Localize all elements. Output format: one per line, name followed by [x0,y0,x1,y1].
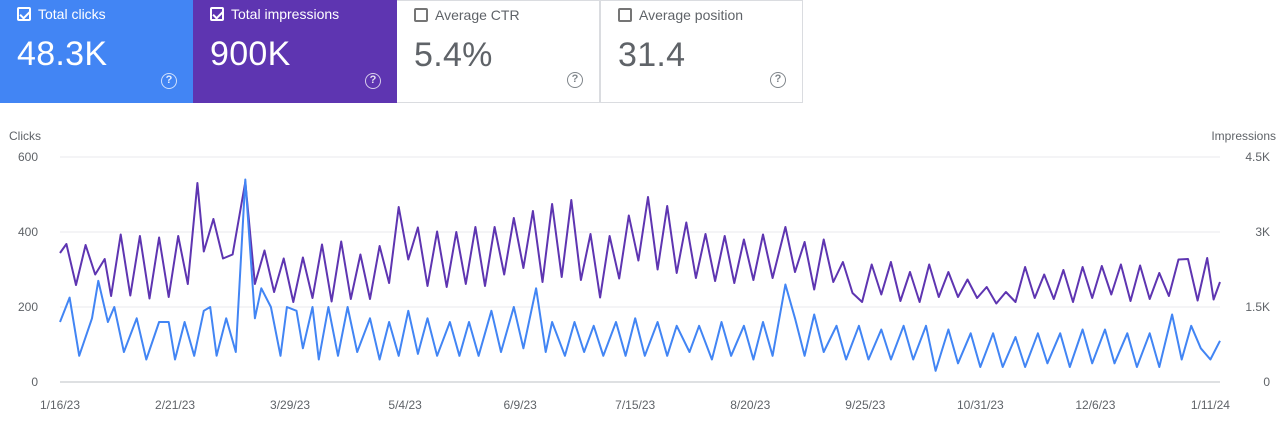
x-tick-label: 10/31/23 [957,398,1004,412]
metric-label: Average CTR [435,7,520,23]
right-tick-label: 3K [1255,225,1270,239]
x-tick-label: 2/21/23 [155,398,195,412]
right-tick-label: 4.5K [1245,150,1270,164]
metric-cards: Total clicks 48.3K ? Total impressions 9… [0,0,803,103]
help-icon[interactable]: ? [161,73,177,89]
x-tick-label: 3/29/23 [270,398,310,412]
left-tick-label: 600 [18,150,38,164]
x-tick-label: 5/4/23 [388,398,422,412]
right-axis-title: Impressions [1211,129,1276,143]
checkbox-unchecked-icon[interactable] [618,8,632,22]
metric-value: 31.4 [618,36,686,74]
help-icon[interactable]: ? [567,72,583,88]
metric-card-average-position[interactable]: Average position 31.4 ? [600,0,803,103]
metric-card-average-ctr[interactable]: Average CTR 5.4% ? [397,0,600,103]
left-tick-label: 0 [31,375,38,389]
left-axis-title: Clicks [9,129,41,143]
x-tick-label: 7/15/23 [615,398,655,412]
right-tick-label: 1.5K [1245,300,1270,314]
x-tick-label: 1/16/23 [40,398,80,412]
x-tick-label: 6/9/23 [503,398,537,412]
metric-card-total-impressions[interactable]: Total impressions 900K ? [193,0,397,103]
series-line-clicks [59,178,1221,372]
x-tick-label: 9/25/23 [845,398,885,412]
checkbox-checked-icon[interactable] [17,7,31,21]
left-tick-label: 400 [18,225,38,239]
help-icon[interactable]: ? [365,73,381,89]
series-line-impressions [59,181,1221,305]
metric-label: Average position [639,7,744,23]
metric-card-total-clicks[interactable]: Total clicks 48.3K ? [0,0,193,103]
x-tick-label: 1/11/24 [1191,398,1230,412]
left-tick-label: 200 [18,300,38,314]
help-icon[interactable]: ? [770,72,786,88]
metric-label: Total clicks [38,6,106,22]
right-tick-label: 0 [1263,375,1270,389]
metric-value: 48.3K [17,35,108,73]
x-tick-label: 8/20/23 [730,398,770,412]
metric-value: 5.4% [414,36,493,74]
checkbox-checked-icon[interactable] [210,7,224,21]
metric-label: Total impressions [231,6,340,22]
metric-value: 900K [210,35,291,73]
x-tick-label: 12/6/23 [1075,398,1115,412]
checkbox-unchecked-icon[interactable] [414,8,428,22]
